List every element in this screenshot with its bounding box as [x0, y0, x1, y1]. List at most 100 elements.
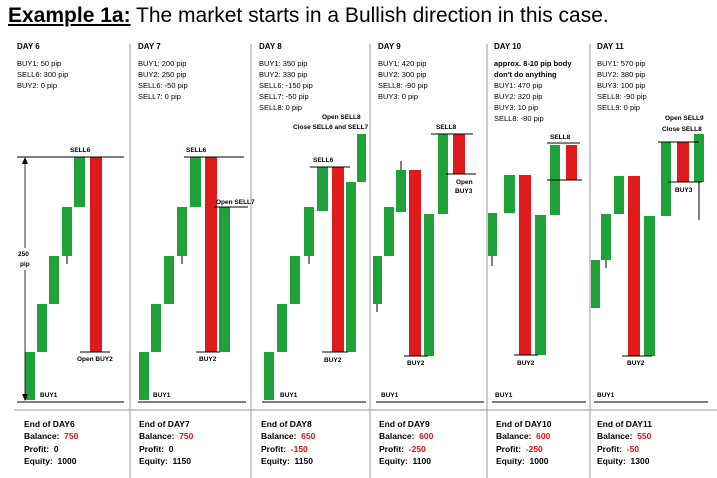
day-label: DAY 6	[17, 42, 40, 51]
profit-label: Profit:	[597, 443, 623, 454]
equity-value: 1000	[529, 455, 549, 466]
bull-candle	[424, 214, 434, 356]
position-line: BUY1: 470 pip	[494, 81, 543, 90]
position-line: SELL8: 0 pip	[259, 103, 302, 112]
bull-candle	[384, 207, 394, 256]
balance-value: 600	[536, 431, 551, 442]
profit-label: Profit:	[261, 443, 287, 454]
profit-label: Profit:	[496, 443, 522, 454]
bull-candle	[290, 256, 300, 304]
bull-candle	[37, 304, 47, 352]
bear-candle	[519, 175, 531, 355]
balance-label: Balance:	[139, 431, 175, 442]
bull-candle	[25, 352, 35, 400]
position-line: BUY1: 50 pip	[17, 59, 62, 68]
bull-candle	[62, 207, 72, 256]
day7-chart: SELL6 Open SELL7 BUY2 BUY1	[138, 147, 255, 403]
position-line: SELL8: -90 pip	[597, 92, 647, 101]
position-line: BUY3: 10 pip	[494, 103, 539, 112]
balance-label: Balance:	[496, 431, 532, 442]
position-line: SELL8: -80 pip	[494, 114, 544, 123]
open-buy-label: Open	[456, 179, 473, 186]
bull-candle	[396, 170, 406, 212]
balance-label: Balance:	[379, 431, 415, 442]
summary-title: End of DAY11	[597, 419, 652, 429]
position-line: BUY2: 250 pip	[138, 70, 187, 79]
profit-label: Profit:	[379, 443, 405, 454]
close-sell-label: Close SELL8	[662, 126, 702, 133]
day-label: DAY 11	[597, 42, 624, 51]
bull-candle	[49, 256, 59, 304]
position-line: BUY3: 100 pip	[597, 81, 646, 90]
position-line: BUY2: 330 pip	[259, 70, 308, 79]
open-buy-label: Open BUY2	[77, 356, 113, 363]
equity-label: Equity:	[24, 455, 53, 466]
position-line: BUY1: 200 pip	[138, 59, 187, 68]
range-label-bottom: pip	[20, 261, 30, 268]
day6-header: DAY 6 BUY1: 50 pip SELL6: 300 pip BUY2: …	[17, 42, 68, 91]
bull-candle	[357, 134, 366, 182]
position-line: BUY2: 380 pip	[597, 70, 646, 79]
day10-header: DAY 10 approx. 8-10 pip body don't do an…	[494, 42, 572, 124]
open-sell-label: Open SELL9	[665, 115, 704, 122]
range-label-bg	[16, 248, 34, 270]
summary-title: End of DAY9	[379, 419, 430, 429]
summary-title: End of DAY7	[139, 419, 190, 429]
summary-title: End of DAY10	[496, 419, 552, 429]
buy2-label: BUY2	[407, 360, 425, 367]
open-buy-label-2: BUY3	[455, 188, 473, 195]
profit-value: 0	[168, 443, 174, 454]
balance-value: 550	[637, 431, 652, 442]
day9-chart: SELL8 Open BUY3 BUY2 BUY1	[373, 124, 484, 403]
bull-candle	[504, 175, 515, 213]
profit-value: -250	[525, 443, 543, 454]
sell-label: SELL6	[186, 147, 207, 154]
bull-candle	[535, 215, 546, 355]
bull-candle	[644, 216, 655, 356]
bear-candle	[205, 157, 217, 352]
buy1-label: BUY1	[597, 392, 615, 399]
day8-summary: End of DAY8 Balance: 650 Profit: -150 Eq…	[261, 418, 315, 467]
open-sell-label: Open SELL8	[322, 114, 361, 121]
equity-label: Equity:	[139, 455, 168, 466]
bull-candle	[190, 157, 201, 207]
position-line: BUY3: 0 pip	[378, 92, 419, 101]
title-prefix: Example 1a:	[8, 4, 131, 27]
buy1-label: BUY1	[40, 392, 58, 399]
buy2-label: BUY2	[517, 360, 535, 367]
balance-value: 650	[301, 431, 316, 442]
bull-candle	[304, 207, 314, 256]
position-line: BUY1: 350 pip	[259, 59, 308, 68]
bull-candle	[264, 352, 274, 400]
equity-label: Equity:	[261, 455, 290, 466]
bear-candle	[677, 142, 689, 182]
day-label: DAY 9	[378, 42, 401, 51]
open-sell-label: Open SELL7	[216, 199, 255, 206]
day9-summary: End of DAY9 Balance: 600 Profit: -250 Eq…	[379, 418, 433, 467]
day11-header: DAY 11 BUY1: 570 pip BUY2: 380 pip BUY3:…	[597, 42, 647, 113]
note-line: don't do anything	[494, 70, 557, 79]
equity-value: 1300	[630, 455, 650, 466]
position-line: SELL9: 0 pip	[597, 103, 640, 112]
title-text: The market starts in a Bullish direction…	[130, 4, 609, 27]
position-line: BUY2: 320 pip	[494, 92, 543, 101]
day6-summary: End of DAY6 Balance: 750 Profit: 0 Equit…	[24, 418, 78, 467]
day10-summary: End of DAY10 Balance: 600 Profit: -250 E…	[496, 418, 551, 467]
note-line: approx. 8-10 pip body	[494, 59, 572, 68]
day10-chart: SELL8 BUY2 BUY1	[488, 134, 586, 403]
profit-value: -50	[626, 443, 640, 454]
summary-title: End of DAY6	[24, 419, 75, 429]
range-label-top: 250	[18, 251, 29, 258]
profit-value: 0	[53, 443, 59, 454]
bull-candle	[164, 256, 174, 304]
day11-chart: Open SELL9 Close SELL8 BUY3 BUY2 BUY1	[591, 115, 708, 403]
buy2-label: BUY2	[324, 357, 342, 364]
position-line: BUY2: 0 pip	[17, 81, 58, 90]
position-line: SELL7: 0 pip	[138, 92, 181, 101]
day8-header: DAY 8 BUY1: 350 pip BUY2: 330 pip SELL6:…	[259, 42, 313, 113]
balance-value: 750	[64, 431, 79, 442]
buy1-label: BUY1	[381, 392, 399, 399]
close-sell-label: Close SELL6 and SELL7	[293, 124, 369, 131]
equity-label: Equity:	[597, 455, 626, 466]
buy1-label: BUY1	[495, 392, 513, 399]
